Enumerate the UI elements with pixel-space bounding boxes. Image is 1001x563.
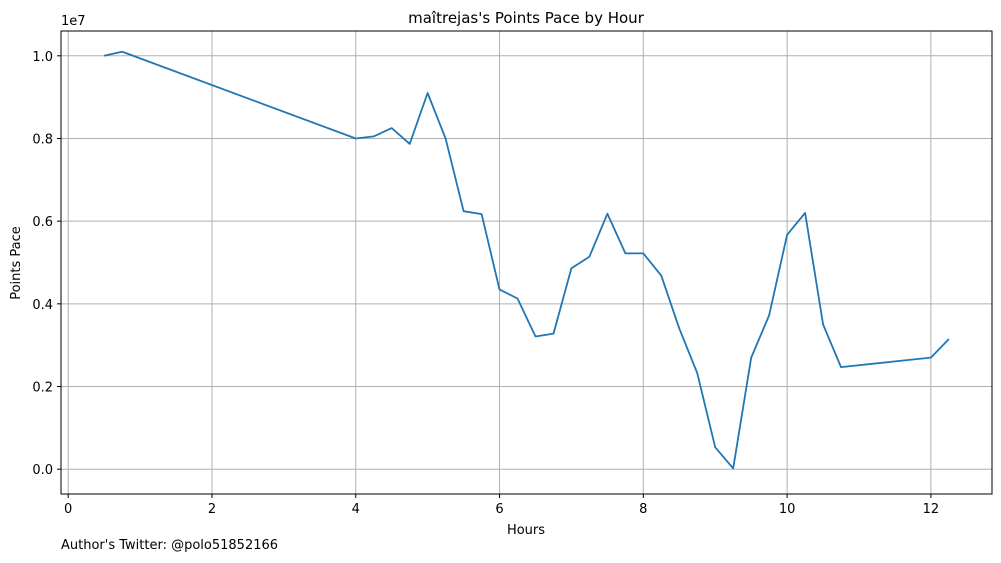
x-tick-label: 6 (495, 502, 503, 517)
y-axis-ticks: 0.0 0.2 0.4 0.6 0.8 1.0 (32, 50, 61, 478)
x-tick-label: 8 (639, 502, 647, 517)
x-axis-label: Hours (507, 523, 545, 538)
grid-lines (61, 31, 992, 494)
y-axis-multiplier: 1e7 (61, 14, 86, 29)
series-group (103, 50, 950, 470)
author-footnote: Author's Twitter: @polo51852166 (61, 538, 279, 553)
x-axis-ticks: 0 2 4 6 8 10 12 (64, 494, 939, 517)
x-tick-label: 12 (923, 502, 940, 517)
chart-title: maîtrejas's Points Pace by Hour (408, 9, 645, 27)
y-tick-label: 0.0 (32, 463, 53, 478)
x-tick-label: 2 (208, 502, 216, 517)
y-tick-label: 0.4 (32, 298, 53, 313)
x-tick-label: 0 (64, 502, 72, 517)
y-tick-label: 0.2 (32, 381, 53, 396)
series-line (103, 50, 950, 470)
x-tick-label: 10 (779, 502, 796, 517)
x-tick-label: 4 (352, 502, 360, 517)
y-tick-label: 0.6 (32, 215, 53, 230)
plot-background (61, 31, 992, 494)
y-tick-label: 0.8 (32, 132, 53, 147)
plot-frame (60, 30, 993, 495)
y-axis-label: Points Pace (9, 226, 24, 300)
y-tick-label: 1.0 (32, 50, 53, 65)
